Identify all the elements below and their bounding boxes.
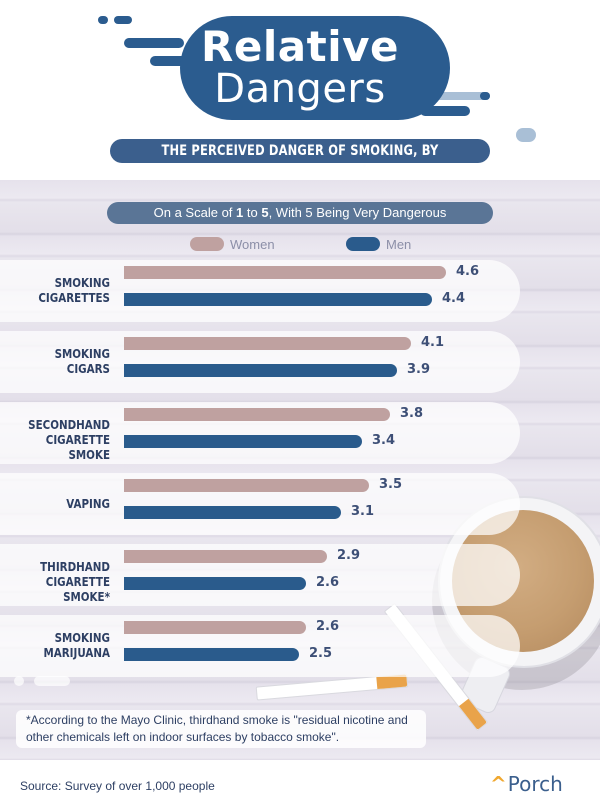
scale-note-pill	[107, 202, 493, 224]
title-background	[180, 16, 450, 120]
value-label-women: 4.1	[421, 335, 445, 350]
value-label-men: 4.4	[442, 291, 466, 306]
category-label-line: CIGARS	[66, 362, 110, 376]
decor-dash	[114, 16, 132, 24]
category-label-line: SMOKING	[54, 347, 110, 361]
category-label-line: CIGARETTE SMOKE	[45, 433, 111, 462]
value-label-women: 3.8	[400, 406, 424, 421]
scale-note-prefix: On a Scale of	[153, 205, 237, 220]
value-label-women: 4.6	[456, 264, 480, 279]
category-label: SECONDHAND CIGARETTE SMOKE	[15, 418, 110, 463]
decor-dash	[480, 92, 490, 100]
decor-dash	[420, 106, 470, 116]
decor-dash	[516, 128, 536, 142]
footnote: *According to the Mayo Clinic, thirdhand…	[26, 713, 408, 744]
title-line-2: Dangers	[214, 66, 386, 112]
value-label-women: 3.5	[379, 477, 403, 492]
scale-note-low: 1	[236, 205, 244, 220]
category-label-line: VAPING	[66, 496, 110, 511]
scale-note-high: 5	[261, 205, 269, 220]
bar-men	[124, 435, 362, 448]
subtitle-bar	[110, 139, 490, 163]
bar-men	[124, 293, 432, 306]
legend-swatch-women	[190, 237, 224, 251]
category-label-line: CIGARETTE SMOKE*	[45, 575, 111, 604]
bar-women	[124, 266, 446, 279]
bar-men	[124, 648, 299, 661]
decor-dash	[150, 56, 198, 66]
bar-men	[124, 364, 397, 377]
bar-men	[124, 577, 306, 590]
bar-women	[124, 550, 327, 563]
category-label-line: THIRDHAND	[40, 560, 110, 574]
category-label: THIRDHAND CIGARETTE SMOKE*	[15, 560, 110, 605]
legend-swatch-men	[346, 237, 380, 251]
decor-dash	[124, 38, 184, 48]
legend-label-men: Men	[386, 236, 412, 252]
source-note: Source: Survey of over 1,000 people	[20, 779, 215, 793]
scale-note-suffix: , With 5 Being Very Dangerous	[268, 205, 447, 220]
category-label: SMOKING MARIJUANA	[15, 631, 110, 661]
value-label-men: 3.4	[372, 433, 396, 448]
category-label: SMOKING CIGARETTES	[15, 276, 110, 306]
title-line-1: Relative	[201, 22, 399, 71]
footer	[0, 760, 600, 805]
category-label: SMOKING CIGARS	[15, 347, 110, 377]
legend-label-women: Women	[230, 236, 275, 252]
header: Relative Dangers THE PERCEIVED DANGER OF…	[0, 0, 600, 183]
value-label-women: 2.6	[316, 619, 340, 634]
porch-logo-mark: ^	[490, 772, 507, 796]
decor-dash	[98, 16, 108, 24]
category-label: VAPING	[15, 497, 110, 512]
decor-dot	[14, 676, 24, 686]
bar-women	[124, 337, 411, 350]
scale-note-mid: to	[243, 205, 262, 220]
value-label-men: 3.9	[407, 362, 431, 377]
bar-women	[124, 408, 390, 421]
value-label-men: 2.5	[309, 646, 333, 661]
legend-women: Women	[190, 236, 275, 252]
subtitle: THE PERCEIVED DANGER OF SMOKING, BY GEND…	[161, 143, 439, 183]
porch-logo-text: Porch	[507, 772, 563, 796]
category-label-line: CIGARETTES	[38, 291, 110, 305]
value-label-women: 2.9	[337, 548, 361, 563]
value-label-men: 2.6	[316, 575, 340, 590]
category-label-line: SMOKING	[54, 631, 110, 645]
bar-women	[124, 479, 369, 492]
footnote-background	[16, 710, 426, 748]
porch-logo: ^Porch	[490, 772, 563, 796]
category-label-line: SMOKING	[54, 276, 110, 290]
scale-note: On a Scale of 1 to 5, With 5 Being Very …	[107, 202, 493, 224]
category-label-line: MARIJUANA	[43, 646, 111, 660]
legend-men: Men	[346, 236, 411, 252]
decor-dot	[34, 676, 70, 686]
bar-men	[124, 506, 341, 519]
bar-women	[124, 621, 306, 634]
category-label-line: SECONDHAND	[28, 418, 111, 432]
decor-dash	[430, 92, 490, 100]
value-label-men: 3.1	[351, 504, 375, 519]
